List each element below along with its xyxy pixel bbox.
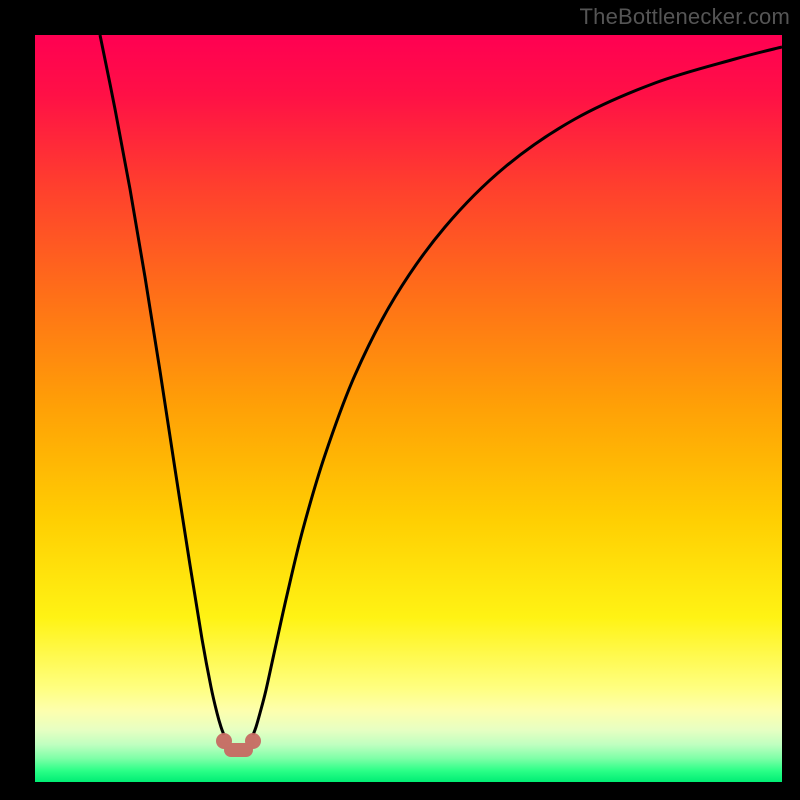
plot-area: [35, 35, 782, 782]
gradient-background: [35, 35, 782, 782]
chart-canvas: TheBottlenecker.com: [0, 0, 800, 800]
chart-svg: [35, 35, 782, 782]
watermark-text: TheBottlenecker.com: [580, 4, 790, 30]
